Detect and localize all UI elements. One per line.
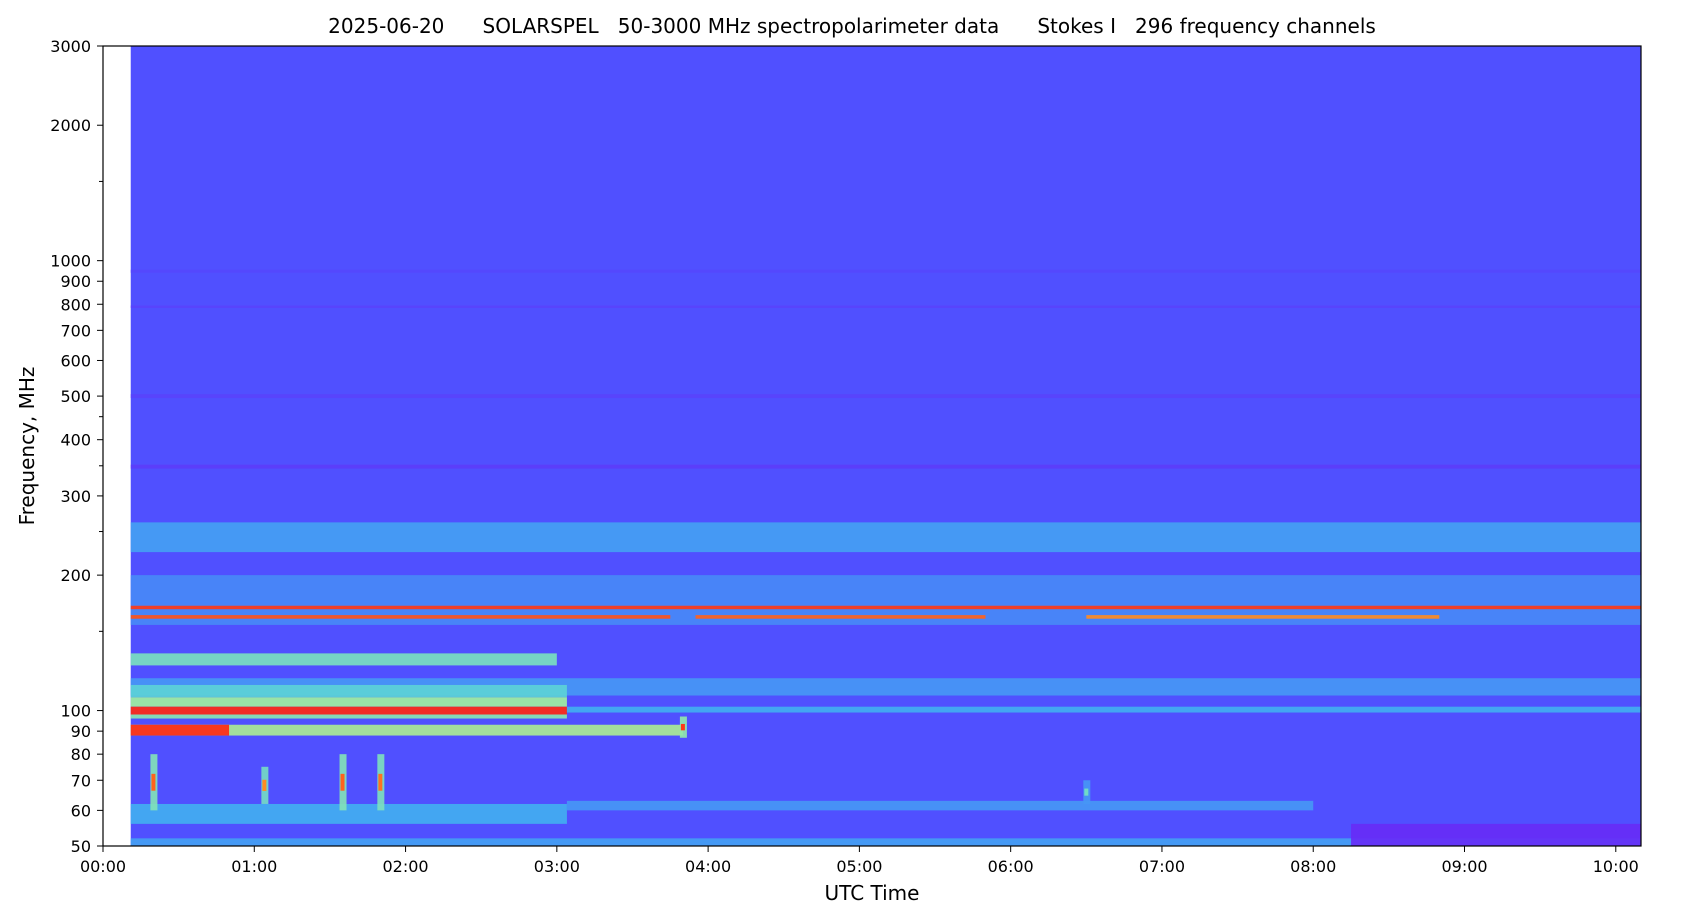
y-axis-label: Frequency, MHz [15, 367, 39, 526]
band-0 [130, 269, 1642, 273]
y-tick-label-10: 600 [60, 351, 91, 370]
x-tick-label-7: 07:00 [1139, 857, 1185, 876]
band-2 [130, 394, 1642, 399]
y-tick-label-13: 900 [60, 272, 91, 291]
x-tick-label-9: 09:00 [1441, 857, 1487, 876]
y-tick-label-12: 800 [60, 295, 91, 314]
y-tick-label-11: 700 [60, 321, 91, 340]
y-tick-label-0: 50 [71, 837, 91, 856]
band-21 [130, 838, 1642, 846]
x-tick-label-10: 10:00 [1593, 857, 1639, 876]
band-3 [130, 464, 1642, 469]
x-tick-label-4: 04:00 [685, 857, 731, 876]
band-9 [1086, 615, 1440, 619]
burst-core-25 [340, 773, 345, 791]
x-tick-label-8: 08:00 [1290, 857, 1336, 876]
burst-core-26 [378, 773, 383, 791]
y-tick-label-8: 400 [60, 431, 91, 450]
y-tick-label-9: 500 [60, 387, 91, 406]
x-axis-label: UTC Time [825, 881, 920, 905]
band-18 [130, 724, 230, 736]
band-19 [130, 803, 567, 824]
band-15 [130, 714, 567, 719]
chart-title: 2025-06-20 SOLARSPEL 50-3000 MHz spectro… [328, 14, 1376, 38]
band-13 [130, 697, 567, 707]
band-7 [130, 615, 671, 619]
y-tick-label-2: 70 [71, 771, 91, 790]
y-tick-label-1: 60 [71, 801, 91, 820]
band-17 [130, 724, 683, 736]
x-tick-label-1: 01:00 [231, 857, 277, 876]
band-20 [566, 800, 1314, 811]
burst-core-23 [151, 773, 156, 791]
x-tick-label-2: 02:00 [383, 857, 429, 876]
y-tick-label-16: 3000 [50, 37, 91, 56]
y-tick-label-14: 1000 [50, 252, 91, 271]
band-8 [695, 615, 986, 619]
burst-core-28 [1084, 788, 1089, 796]
radio-bursts [150, 716, 1091, 811]
plot-frame [102, 45, 1642, 847]
x-tick-label-5: 05:00 [836, 857, 882, 876]
band-1 [130, 305, 1642, 308]
y-tick-label-7: 300 [60, 487, 91, 506]
x-tick-label-0: 00:00 [80, 857, 126, 876]
band-10 [130, 653, 557, 666]
band-14 [130, 706, 567, 715]
y-tick-label-4: 90 [71, 722, 91, 741]
band-4 [130, 522, 1642, 553]
band-12 [130, 684, 567, 698]
burst-core-24 [262, 779, 267, 791]
burst-core-27 [680, 723, 685, 731]
x-tick-label-3: 03:00 [534, 857, 580, 876]
x-axis: 00:00 01:00 02:00 03:00 04:00 05:00 06:00 07:00… [80, 846, 1639, 876]
x-tick-label-6: 06:00 [988, 857, 1034, 876]
plot-area [102, 45, 1642, 847]
emission-bands [130, 269, 1642, 846]
band-22 [1351, 823, 1641, 846]
band-6 [130, 605, 1642, 610]
y-tick-label-5: 100 [60, 702, 91, 721]
y-tick-label-3: 80 [71, 745, 91, 764]
y-tick-label-15: 2000 [50, 116, 91, 135]
y-tick-label-6: 200 [60, 566, 91, 585]
band-16 [566, 706, 1641, 713]
